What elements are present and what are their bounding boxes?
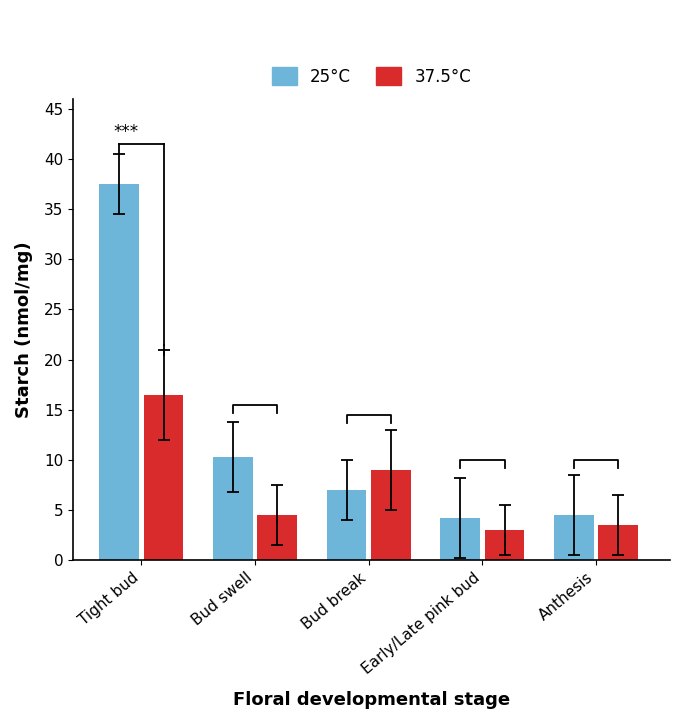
Bar [371, 470, 411, 560]
Bar [599, 526, 638, 560]
Bar [485, 530, 525, 560]
Text: ***: *** [114, 123, 138, 140]
X-axis label: Floral developmental stage: Floral developmental stage [233, 691, 510, 709]
Bar [144, 395, 184, 560]
Bar [440, 518, 480, 560]
Bar [554, 515, 594, 560]
Bar [258, 515, 297, 560]
Bar [99, 184, 139, 560]
Legend: 25°C, 37.5°C: 25°C, 37.5°C [265, 61, 478, 92]
Bar [327, 490, 366, 560]
Bar [213, 457, 253, 560]
Y-axis label: Starch (nmol/mg): Starch (nmol/mg) [15, 241, 33, 418]
